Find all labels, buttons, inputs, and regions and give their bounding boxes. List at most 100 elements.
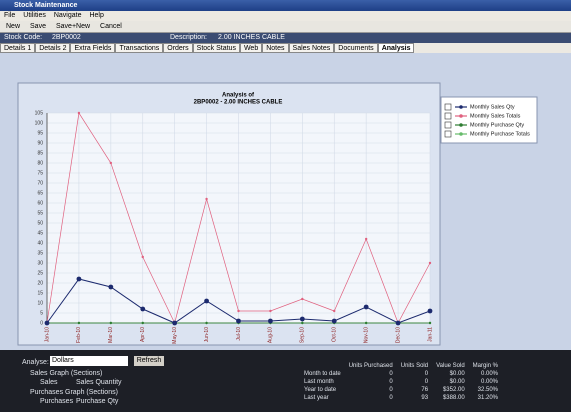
y-tick-label: 70 bbox=[37, 180, 43, 186]
data-point bbox=[172, 320, 178, 326]
y-tick-label: 50 bbox=[37, 220, 43, 226]
y-tick-label: 40 bbox=[37, 240, 43, 246]
purchases-option[interactable]: Purchases bbox=[40, 398, 74, 405]
x-tick-label: Jan-11 bbox=[427, 327, 433, 342]
sales-group: Sales Graph (Sections) bbox=[30, 370, 103, 377]
tab[interactable]: Documents bbox=[334, 43, 378, 53]
tab[interactable]: Web bbox=[239, 43, 263, 53]
table-cell: $0.00 bbox=[449, 371, 465, 377]
data-point bbox=[268, 318, 273, 324]
chart-title: Analysis of bbox=[222, 93, 255, 99]
x-tick-label: Feb-10 bbox=[76, 327, 82, 343]
table-row: Month to date 0 0 $0.00 0.00% bbox=[300, 370, 502, 378]
y-tick-label: 0 bbox=[40, 320, 43, 326]
table-cell: 32.50% bbox=[477, 387, 499, 393]
tab[interactable]: Notes bbox=[262, 43, 289, 53]
window-title: Stock Maintenance bbox=[0, 0, 571, 11]
x-tick-label: Oct-10 bbox=[332, 327, 338, 342]
y-tick-label: 35 bbox=[37, 250, 43, 256]
y-tick-label: 20 bbox=[37, 280, 43, 286]
legend-marker bbox=[459, 123, 463, 127]
data-point bbox=[364, 321, 368, 325]
y-tick-label: 80 bbox=[37, 160, 43, 166]
table-cell: 0 bbox=[389, 395, 393, 401]
chart-panel: Analysis of 2BP0002 - 2.00 INCHES CABLE … bbox=[0, 53, 571, 350]
data-point bbox=[140, 306, 146, 312]
desc-label: Description: bbox=[170, 34, 207, 41]
toolbar-button[interactable]: Save bbox=[30, 23, 46, 30]
data-point bbox=[76, 276, 82, 282]
y-tick-label: 45 bbox=[37, 230, 43, 236]
data-point bbox=[141, 255, 144, 259]
x-tick-label: Dec-10 bbox=[395, 327, 401, 343]
data-point bbox=[109, 321, 113, 325]
data-point bbox=[77, 111, 81, 115]
legend-checkbox bbox=[444, 112, 452, 120]
legend-checkbox bbox=[444, 130, 452, 138]
data-point bbox=[236, 318, 241, 324]
code: 2BP0002 bbox=[52, 34, 81, 41]
refresh-button[interactable]: Refresh bbox=[134, 356, 164, 366]
menu-item[interactable]: Utilities bbox=[23, 12, 46, 19]
data-point bbox=[301, 297, 304, 301]
legend-box bbox=[440, 96, 538, 144]
menu-item[interactable]: File bbox=[4, 12, 16, 19]
table-cell: 0 bbox=[389, 371, 393, 377]
chart-subtitle: 2BP0002 - 2.00 INCHES CABLE bbox=[194, 100, 283, 106]
analyse-dropdown[interactable]: Dollars bbox=[50, 356, 128, 366]
menu-item[interactable]: Help bbox=[89, 12, 104, 19]
code-label: Stock Code: bbox=[4, 34, 43, 41]
x-tick-label: Jun-10 bbox=[204, 327, 210, 343]
legend-checkbox bbox=[444, 103, 452, 111]
table-cell: $0.00 bbox=[449, 379, 465, 385]
desc: 2.00 INCHES CABLE bbox=[218, 34, 285, 41]
tab[interactable]: Transactions bbox=[115, 43, 164, 53]
sales-option[interactable]: Sales Quantity bbox=[76, 379, 122, 386]
tab[interactable]: Details 2 bbox=[35, 43, 71, 53]
y-tick-label: 90 bbox=[37, 140, 43, 146]
bottom-panel: Analyse: Dollars Refresh Sales Graph (Se… bbox=[0, 350, 571, 412]
data-point bbox=[205, 197, 208, 201]
toolbar-button[interactable]: Cancel bbox=[100, 23, 122, 30]
sales-option[interactable]: Sales bbox=[40, 379, 58, 386]
data-point bbox=[427, 308, 433, 314]
data-point bbox=[269, 309, 272, 313]
table-cell: 93 bbox=[421, 395, 429, 401]
analyse-label: Analyse: bbox=[22, 359, 49, 366]
tab[interactable]: Orders bbox=[163, 43, 193, 53]
y-tick-label: 15 bbox=[37, 290, 43, 296]
data-point bbox=[364, 237, 368, 241]
tab[interactable]: Extra Fields bbox=[70, 43, 116, 53]
toolbar-button[interactable]: New bbox=[6, 23, 21, 30]
legend-label: Monthly Sales Totals bbox=[470, 113, 521, 119]
data-point bbox=[299, 316, 305, 322]
data-point bbox=[237, 309, 240, 313]
menu-item[interactable]: Navigate bbox=[53, 12, 82, 19]
purchases-option[interactable]: Purchase Qty bbox=[76, 398, 119, 405]
table-cell: 76 bbox=[421, 387, 429, 393]
table-cell: 0 bbox=[389, 379, 393, 385]
y-tick-label: 55 bbox=[37, 210, 43, 216]
toolbar-button[interactable]: Save+New bbox=[55, 23, 91, 30]
y-tick-label: 30 bbox=[37, 260, 43, 266]
table-cell: 0.00% bbox=[481, 371, 499, 377]
table-row: Year to date 0 76 $352.00 32.50% bbox=[300, 386, 502, 394]
y-tick-label: 10 bbox=[37, 300, 43, 306]
tab[interactable]: Details 1 bbox=[0, 43, 36, 53]
tab[interactable]: Sales Notes bbox=[288, 43, 335, 53]
data-point bbox=[108, 284, 114, 290]
data-point bbox=[109, 161, 113, 165]
y-tick-label: 105 bbox=[35, 110, 44, 116]
tab[interactable]: Analysis bbox=[377, 43, 415, 53]
legend-label: Monthly Purchase Qty bbox=[470, 122, 524, 128]
x-tick-label: Jan-10 bbox=[44, 327, 50, 343]
data-point bbox=[333, 309, 336, 313]
stats-table: Units Purchased Units Sold Value Sold Margi… bbox=[300, 362, 502, 402]
table-cell: Month to date bbox=[304, 371, 341, 377]
legend-label: Monthly Purchase Totals bbox=[470, 131, 530, 137]
tab[interactable]: Stock Status bbox=[192, 43, 240, 53]
x-tick-label: Mar-10 bbox=[108, 327, 114, 343]
y-tick-label: 25 bbox=[37, 270, 43, 276]
data-point bbox=[204, 298, 209, 304]
